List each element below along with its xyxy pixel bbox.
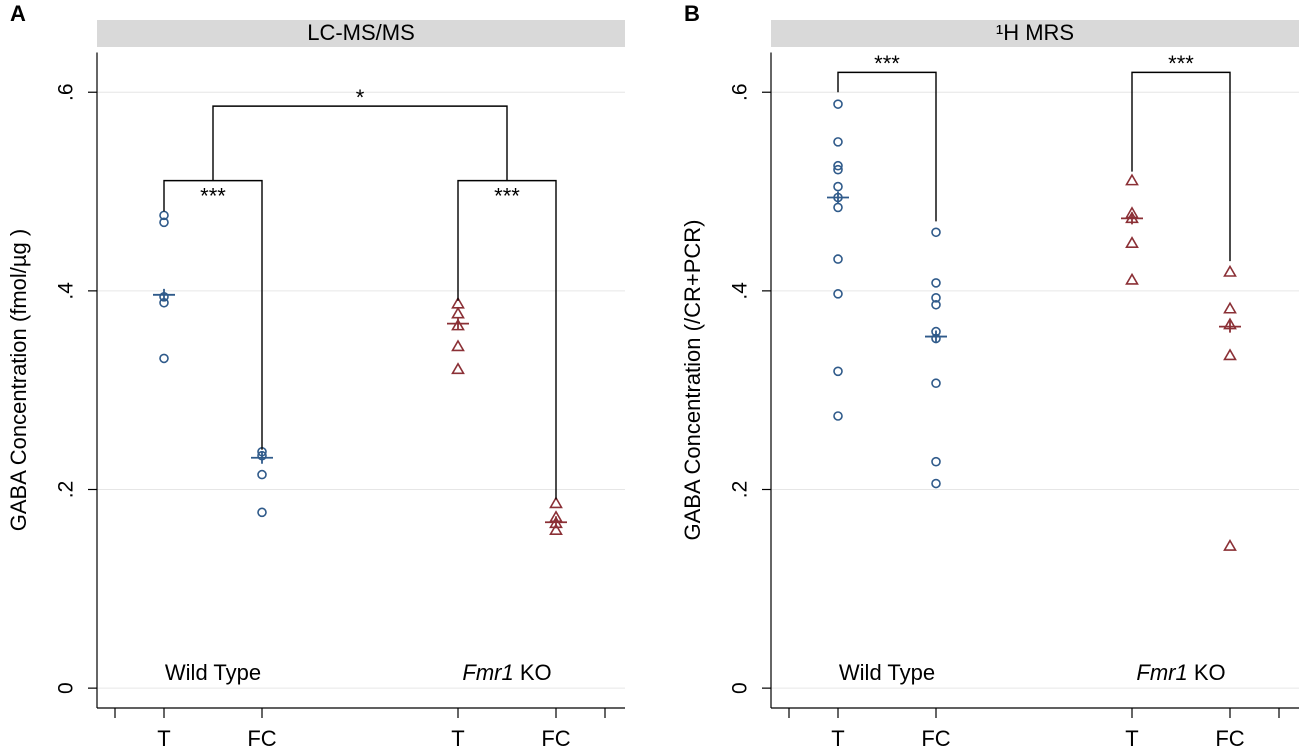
data-point	[1223, 539, 1237, 551]
x-tick-label: T	[451, 726, 464, 751]
y-tick-label: .6	[729, 83, 752, 101]
y-tick-label: 0	[729, 682, 752, 694]
mean-marker	[251, 451, 273, 464]
significance-label: ***	[874, 51, 900, 76]
data-point	[833, 289, 843, 299]
y-axis-label: GABA Concentration (/CR+PCR)	[680, 220, 705, 541]
data-point	[159, 217, 169, 228]
group-label: Wild Type	[839, 660, 935, 685]
y-tick-label: .2	[729, 481, 752, 499]
mean-marker	[827, 191, 849, 204]
group-label-italic: Fmr1	[1136, 660, 1187, 685]
data-point	[1125, 236, 1139, 248]
chart-title: LC-MS/MS	[307, 20, 415, 45]
x-tick-label: FC	[1215, 726, 1244, 751]
y-tick-label: .4	[55, 282, 78, 300]
mean-marker	[925, 330, 947, 343]
mean-marker	[447, 317, 469, 330]
data-point	[931, 293, 941, 303]
data-point	[931, 378, 941, 389]
y-tick-label: 0	[55, 682, 78, 694]
data-point	[1223, 301, 1237, 314]
group-label-text: KO	[520, 660, 552, 685]
data-point	[1223, 348, 1237, 361]
significance-bracket	[1131, 71, 1231, 262]
mean-marker	[545, 516, 567, 529]
x-tick-label: T	[831, 726, 844, 751]
data-point	[833, 99, 843, 109]
data-point	[931, 227, 941, 238]
data-point	[833, 202, 843, 213]
chart-title: ¹H MRS	[996, 20, 1074, 45]
title-band	[771, 20, 1299, 47]
data-point	[549, 523, 563, 536]
y-tick-label: .6	[55, 83, 78, 101]
y-axis-label: GABA Concentration (fmol/µg )	[6, 229, 31, 531]
y-tick-label: .2	[55, 481, 78, 499]
data-point	[833, 181, 843, 192]
panel-label: A	[10, 1, 26, 26]
y-tick-label: .4	[729, 282, 752, 300]
data-point	[833, 254, 843, 264]
data-point	[931, 299, 941, 310]
data-point	[931, 478, 941, 489]
significance-bracket	[837, 71, 937, 222]
data-point	[833, 366, 843, 377]
data-point	[931, 278, 941, 288]
data-point	[451, 306, 465, 319]
data-point	[257, 469, 267, 480]
group-label-text: Wild Type	[839, 660, 935, 685]
data-point	[833, 160, 843, 171]
data-point	[451, 362, 465, 375]
x-tick-label: T	[1125, 726, 1138, 751]
data-point	[833, 411, 843, 421]
data-point	[1125, 173, 1139, 186]
x-tick-label: FC	[247, 726, 276, 751]
data-point	[549, 496, 563, 509]
significance-bracket	[163, 179, 263, 450]
group-label: Fmr1 KO	[462, 660, 551, 685]
mean-marker	[1219, 320, 1241, 333]
significance-label: *	[356, 85, 365, 110]
data-point	[1223, 264, 1237, 277]
data-point	[257, 507, 267, 518]
data-point	[833, 137, 843, 147]
title-band	[97, 20, 625, 47]
data-point	[451, 339, 465, 352]
mean-marker	[1121, 212, 1143, 225]
group-label-text: KO	[1194, 660, 1226, 685]
mean-marker	[153, 288, 175, 301]
data-point	[931, 456, 941, 467]
panel-label: B	[684, 1, 700, 26]
x-tick-label: FC	[541, 726, 570, 751]
group-label-italic: Fmr1	[462, 660, 513, 685]
significance-label: ***	[1168, 51, 1194, 76]
significance-bracket	[457, 179, 557, 500]
significance-label: ***	[494, 183, 520, 208]
significance-bracket	[212, 105, 508, 181]
group-label: Wild Type	[165, 660, 261, 685]
data-point	[1125, 272, 1139, 285]
x-tick-label: FC	[921, 726, 950, 751]
x-tick-label: T	[157, 726, 170, 751]
significance-label: ***	[200, 183, 226, 208]
data-point	[833, 164, 843, 175]
group-label: Fmr1 KO	[1136, 660, 1225, 685]
data-point	[159, 353, 169, 364]
group-label-text: Wild Type	[165, 660, 261, 685]
